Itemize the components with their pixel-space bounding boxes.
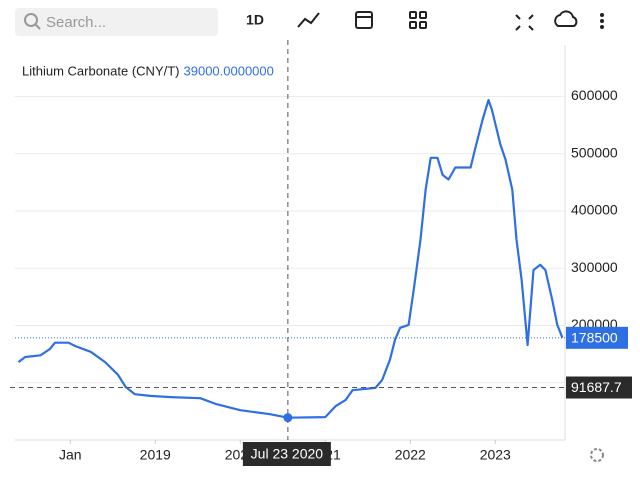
search-placeholder: Search... — [46, 14, 106, 31]
crosshair-y-box — [566, 376, 632, 399]
search-icon — [24, 13, 38, 27]
calendar-button[interactable] — [355, 11, 373, 29]
crosshair-x-label: Jul 23 2020 — [251, 446, 324, 462]
settings-button[interactable] — [590, 448, 604, 462]
x-tick-label: Jan — [59, 447, 82, 463]
plot — [15, 96, 565, 384]
search-box[interactable] — [15, 8, 218, 36]
interval-button[interactable]: 1D — [246, 12, 264, 28]
fullscreen-button[interactable] — [515, 14, 534, 31]
search-icon — [34, 23, 41, 30]
legend-value: 39000.0000000 — [184, 63, 274, 78]
crosshair-y-label: 91687.7 — [571, 379, 622, 395]
y-tick-label: 600000 — [571, 87, 618, 103]
crosshair-x-box — [242, 442, 331, 466]
menu-button[interactable] — [600, 13, 604, 29]
data-line — [17, 98, 564, 419]
x-tick-label: 2019 — [140, 447, 171, 463]
y-tick-label: 300000 — [571, 259, 618, 275]
x-tick-label: 2023 — [480, 447, 511, 463]
last-value-label: 178500 — [571, 330, 618, 346]
download-button[interactable] — [554, 10, 578, 27]
y-tick-label: 400000 — [571, 202, 618, 218]
crosshair-point — [283, 413, 293, 423]
legend-entry: Lithium Carbonate (CNY/T) — [22, 63, 180, 78]
layout-button[interactable] — [409, 11, 427, 29]
y-tick-label: 500000 — [571, 144, 618, 160]
x-tick-label: 2022 — [395, 447, 426, 463]
last-value-box — [566, 326, 628, 349]
chart-type-button[interactable] — [297, 12, 320, 28]
